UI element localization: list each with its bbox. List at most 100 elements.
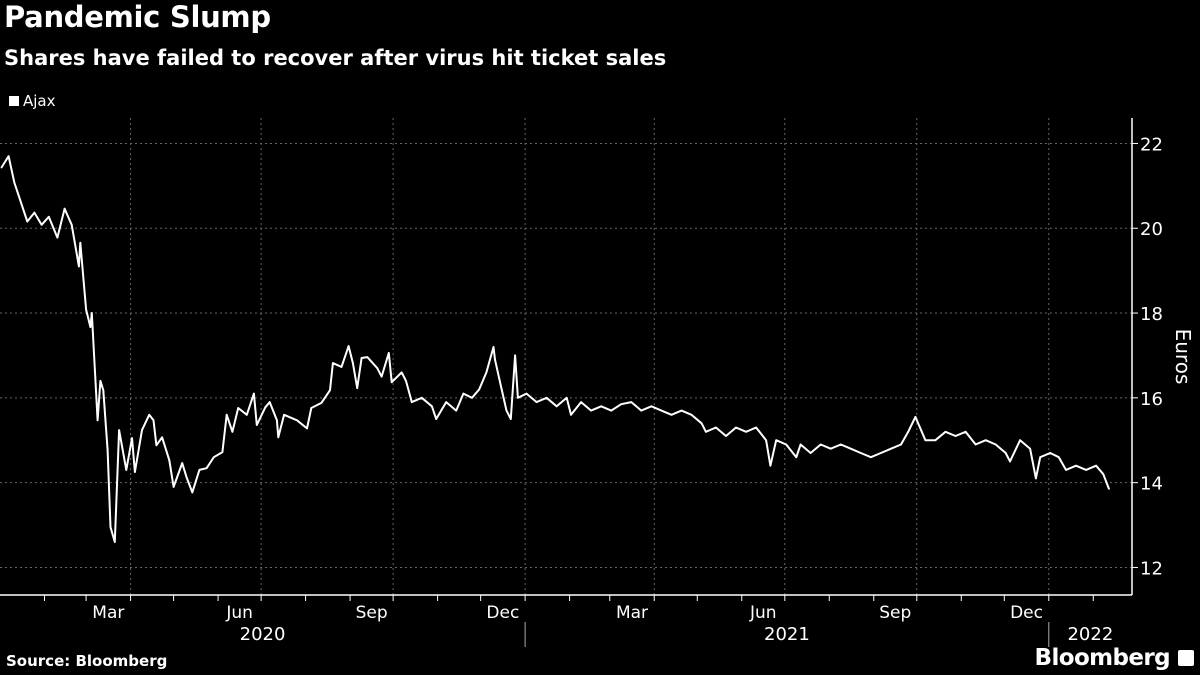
data-point [610,409,612,412]
data-point [630,401,633,403]
data-point [198,469,201,471]
data-point [471,397,473,399]
data-point [113,541,116,543]
data-point [795,456,798,459]
data-point [70,224,73,226]
data-point [492,346,495,348]
data-point [900,443,902,446]
data-point [505,409,508,412]
data-point [172,486,175,488]
data-point [700,422,703,425]
data-point [0,166,3,169]
data-point [1065,469,1067,471]
data-point [600,405,602,408]
data-point [690,414,693,416]
data-point [839,443,842,446]
data-point [705,430,707,433]
data-point [185,476,188,478]
data-point [1019,439,1021,442]
data-point [47,215,50,218]
data-point [849,447,852,450]
y-axis-label: Euros [1171,329,1195,385]
data-point [356,387,359,389]
data-point [1108,488,1110,490]
data-point [191,491,194,494]
data-point [99,380,102,382]
data-point [478,388,480,391]
data-point [134,471,136,473]
data-point [799,443,802,446]
data-point [715,426,717,429]
x-year-label: 2021 [764,624,810,645]
data-point [277,436,280,439]
data-point [725,435,727,437]
data-point [514,354,516,357]
data-point [785,443,788,446]
data-point [212,456,215,459]
data-point [525,392,528,395]
data-point [390,381,393,383]
y-tick-label: 16 [1140,389,1163,410]
data-point [735,426,737,429]
data-point [96,419,99,422]
data-point [509,418,512,420]
data-point [148,414,151,416]
data-point [499,384,502,386]
legend-swatch [9,96,19,106]
data-point [329,389,331,392]
x-month-label: Dec [1010,603,1043,623]
y-tick-label: 12 [1140,558,1163,579]
x-month-label: Mar [92,603,124,623]
data-point [580,401,582,403]
data-point [650,405,653,408]
data-point [125,469,128,471]
data-point [1004,452,1007,454]
data-point [670,414,673,416]
data-point [535,401,538,403]
data-point [410,401,413,403]
data-point [907,430,909,433]
data-point [283,414,285,416]
data-point [181,462,184,464]
data-point [205,467,208,470]
data-point [245,414,248,416]
data-point [1029,447,1031,450]
data-point [152,419,155,422]
data-point [400,371,403,374]
data-point [984,439,987,442]
series-line-ajax [0,155,1110,543]
data-point [161,436,163,439]
data-point [445,401,448,403]
data-point [347,345,350,347]
data-point [56,236,59,239]
data-point [320,402,323,404]
x-year-label: 2022 [1067,624,1113,645]
data-point [944,430,947,433]
data-point [26,220,29,223]
data-point [79,241,82,244]
data-point [276,419,278,422]
x-month-label: Jun [749,603,777,623]
data-point [640,409,643,412]
data-point [225,414,228,416]
data-point [660,409,663,412]
data-point [914,416,917,418]
data-point [89,326,92,328]
data-point [231,430,234,433]
data-point [890,447,892,450]
x-month-label: Mar [616,603,648,623]
data-point [819,443,822,446]
legend-label: Ajax [23,92,56,110]
data-point [565,397,568,399]
x-month-label: Dec [486,603,519,623]
data-point [964,430,967,433]
data-point [7,155,10,157]
data-point [485,371,488,374]
data-point [954,435,957,437]
data-point [494,358,496,361]
x-month-label: Sep [879,603,911,623]
data-point [620,403,623,406]
data-point [155,444,158,447]
data-point [1075,464,1077,467]
x-month-label: Sep [356,603,388,623]
